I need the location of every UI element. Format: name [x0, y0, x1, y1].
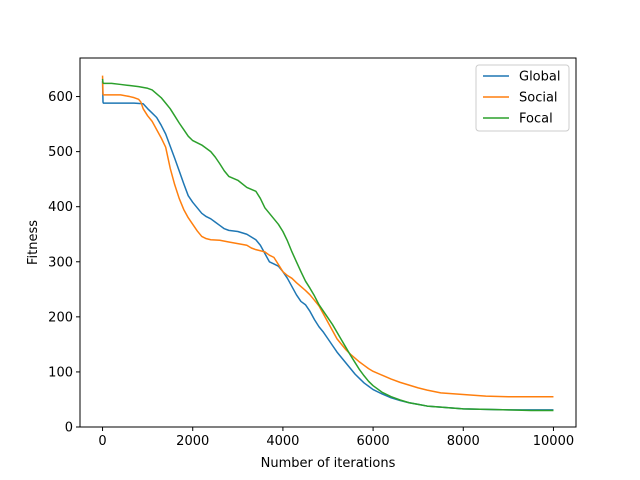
- y-tick-label: 0: [65, 421, 73, 436]
- y-axis-ticks: 0 100 200 300 400 500 600: [48, 90, 80, 436]
- x-axis-ticks: 0 2000 4000 6000 8000 10000: [98, 427, 574, 449]
- x-tick-label: 0: [98, 434, 106, 449]
- series-line-global: [101, 81, 554, 411]
- plot-frame: [79, 57, 577, 428]
- legend-label-focal: Focal: [519, 112, 553, 127]
- legend: Global Social Focal: [475, 64, 570, 132]
- y-tick-label: 400: [48, 200, 73, 215]
- x-tick-label: 2000: [176, 434, 209, 449]
- x-axis-label: Number of iterations: [261, 456, 396, 471]
- x-tick-label: 8000: [447, 434, 480, 449]
- y-tick-label: 200: [48, 310, 73, 325]
- x-tick-label: 6000: [357, 434, 390, 449]
- y-tick-label: 600: [48, 90, 73, 105]
- y-axis-label: Fitness: [26, 220, 41, 265]
- y-tick-label: 300: [48, 255, 73, 270]
- series-layer: [101, 75, 554, 412]
- legend-label-global: Global: [519, 70, 560, 85]
- x-tick-label: 4000: [266, 434, 299, 449]
- series-line-social: [101, 75, 554, 398]
- x-tick-label: 10000: [533, 434, 574, 449]
- legend-label-social: Social: [519, 91, 558, 106]
- y-tick-label: 500: [48, 145, 73, 160]
- y-tick-label: 100: [48, 365, 73, 380]
- legend-box: [475, 64, 570, 132]
- series-line-focal: [101, 78, 554, 412]
